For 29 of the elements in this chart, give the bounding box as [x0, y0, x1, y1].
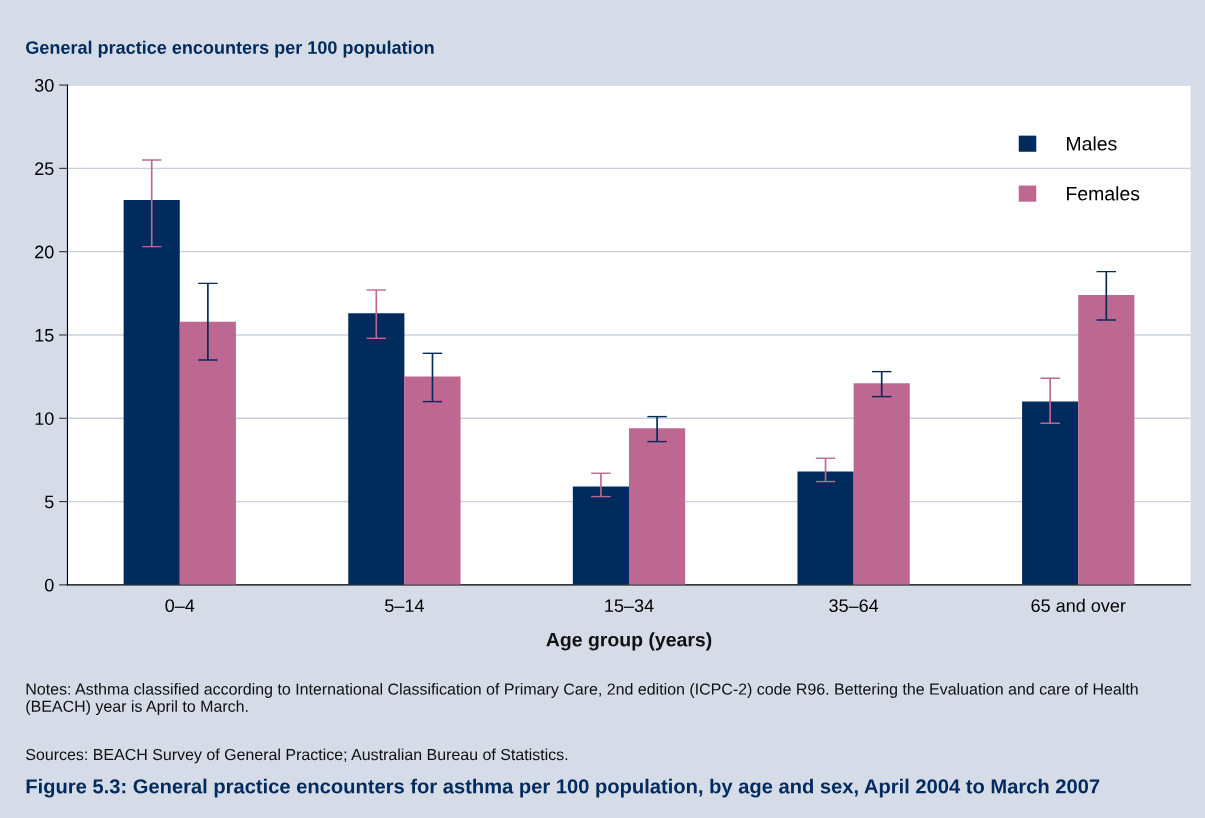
source-note: Sources: BEACH Survey of General Practice; Australian Bureau of Statistics. — [26, 748, 568, 764]
bar — [797, 471, 854, 585]
y-tick-label: 25 — [35, 162, 54, 176]
text: Notes: Asthma classified according to International Classification of Primary Care, 2nd edition (ICPC-2) code R96. Bettering the Evaluation and care of Health (BEACH) year is April to March. — [26, 683, 1138, 716]
x-axis-title: Age group (years) — [546, 632, 712, 651]
x-tick-label: 15–34 — [605, 599, 654, 613]
bar — [123, 200, 180, 585]
bar — [853, 383, 910, 585]
text: Figure 5.3: General practice encounters for asthma per 100 population, by age and sex, April 2004 to March 2007 — [26, 778, 1100, 798]
y-tick-label: 20 — [35, 245, 54, 259]
y-axis-title: General practice encounters per 100 population — [26, 40, 434, 58]
legend-label: Females — [1067, 186, 1140, 201]
bar — [1022, 401, 1079, 585]
x-tick-label: 5–14 — [385, 599, 424, 613]
bar — [572, 486, 630, 585]
bar — [629, 428, 686, 585]
y-tick-label: 5 — [44, 495, 54, 509]
y-tick-label: 15 — [35, 329, 54, 342]
x-tick-label: 65 and over — [1031, 598, 1126, 613]
y-tick-label: 30 — [34, 79, 54, 92]
bar — [348, 313, 405, 585]
y-tick-label: 10 — [35, 412, 54, 425]
bar — [1078, 294, 1135, 585]
y-tick-label: 0 — [44, 578, 54, 592]
x-tick-label: 0–4 — [165, 599, 195, 613]
legend-label: Males — [1067, 136, 1117, 151]
bar — [179, 321, 236, 585]
bar — [404, 376, 461, 585]
x-tick-label: 35–64 — [829, 599, 879, 613]
